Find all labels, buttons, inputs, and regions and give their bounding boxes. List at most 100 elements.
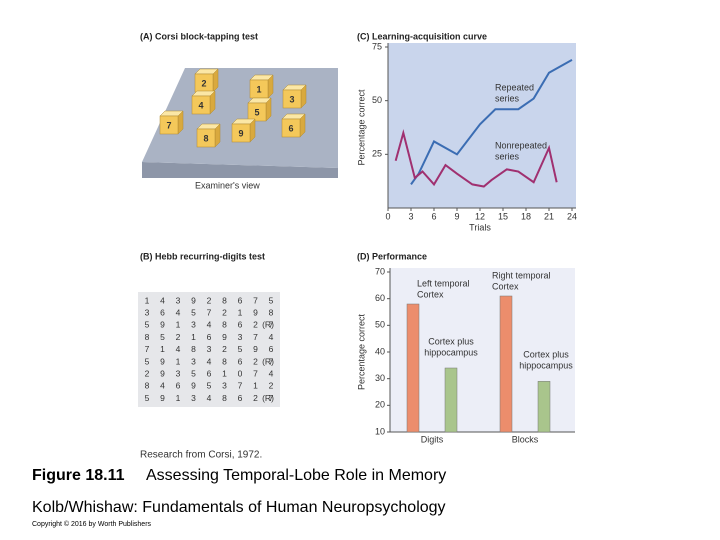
digit: 2 (253, 356, 258, 366)
digit: 3 (191, 356, 196, 366)
digit: 6 (238, 356, 243, 366)
series-label: Repeated (495, 82, 534, 92)
digit: 1 (191, 332, 196, 342)
digit: 9 (253, 307, 258, 317)
digit: 6 (176, 381, 181, 391)
digit: (R) (262, 356, 274, 366)
x-tick-label: 15 (498, 211, 508, 221)
digit: (R) (262, 393, 274, 403)
digit: 2 (207, 295, 212, 305)
digit: 9 (191, 295, 196, 305)
digit: 2 (253, 393, 258, 403)
digit: 5 (191, 307, 196, 317)
y-tick-label: 75 (372, 41, 382, 51)
line (394, 128, 558, 188)
digit: 5 (145, 320, 150, 330)
digit: 6 (238, 295, 243, 305)
bar-label: Cortex plus (523, 350, 569, 360)
bar (499, 295, 513, 433)
digit: 4 (269, 332, 274, 342)
digit: 2 (222, 307, 227, 317)
digit: 8 (222, 295, 227, 305)
panel-title: (B) Hebb recurring-digits test (140, 251, 265, 261)
digit: 3 (238, 332, 243, 342)
digit: 9 (160, 320, 165, 330)
digit: 6 (160, 307, 165, 317)
digit: 8 (222, 356, 227, 366)
digit: 1 (160, 344, 165, 354)
digit: 8 (222, 393, 227, 403)
block-label: 2 (201, 78, 206, 88)
digit: 9 (222, 332, 227, 342)
digit: 5 (160, 332, 165, 342)
digit: 4 (207, 356, 212, 366)
y-tick-label: 20 (375, 400, 385, 410)
digit: 3 (222, 381, 227, 391)
digit: 7 (269, 356, 274, 366)
block-label: 1 (256, 84, 261, 94)
block-label: 6 (288, 123, 293, 133)
x-tick-label: 12 (475, 211, 485, 221)
digit: 7 (253, 332, 258, 342)
x-tick-label: 21 (544, 211, 554, 221)
digit: 2 (253, 320, 258, 330)
y-tick-label: 50 (375, 320, 385, 330)
digit: 6 (207, 368, 212, 378)
digit: 6 (238, 320, 243, 330)
digit: 7 (253, 368, 258, 378)
digit: 2 (269, 381, 274, 391)
bar-label: Cortex (417, 289, 444, 299)
bar-label: hippocampus (424, 347, 478, 357)
y-tick-label: 40 (375, 346, 385, 356)
series-label: Nonrepeated (495, 140, 547, 150)
block-label: 4 (198, 100, 203, 110)
digit: 3 (191, 320, 196, 330)
block-label: 7 (166, 120, 171, 130)
bar-label: Left temporal (417, 278, 470, 288)
series-label: series (495, 93, 520, 103)
digit: 8 (145, 381, 150, 391)
digit: 3 (176, 295, 181, 305)
digit: 3 (207, 344, 212, 354)
digit: 7 (145, 344, 150, 354)
block (159, 115, 179, 135)
digit: 6 (207, 332, 212, 342)
digit: 1 (238, 307, 243, 317)
panel-title: (A) Corsi block-tapping test (140, 31, 258, 41)
digit: 4 (207, 393, 212, 403)
series-label: series (495, 151, 520, 161)
digit: 4 (207, 320, 212, 330)
y-axis-label: Percentage correct (356, 313, 366, 390)
bar-label: hippocampus (519, 361, 573, 371)
x-axis-label: Trials (469, 222, 491, 232)
digit: 1 (176, 356, 181, 366)
digit: 5 (191, 368, 196, 378)
y-tick-label: 50 (372, 95, 382, 105)
digit: 5 (269, 295, 274, 305)
digit: 6 (269, 344, 274, 354)
x-tick-label: 6 (431, 211, 436, 221)
block (247, 102, 267, 122)
digit: 7 (207, 307, 212, 317)
digit: 5 (207, 381, 212, 391)
digit: 5 (145, 356, 150, 366)
digit: 9 (160, 393, 165, 403)
x-tick-label: 9 (454, 211, 459, 221)
y-tick-label: 25 (372, 149, 382, 159)
bar-label: Cortex plus (428, 336, 474, 346)
block (282, 89, 302, 109)
panel-title: (C) Learning-acquisition curve (357, 31, 487, 41)
bar-label: Cortex (492, 281, 519, 291)
digit: 9 (191, 381, 196, 391)
y-axis-label: Percentage correct (356, 89, 366, 166)
digit: 1 (176, 393, 181, 403)
digit: 7 (269, 393, 274, 403)
digit: 8 (191, 344, 196, 354)
digit: 7 (253, 295, 258, 305)
digit: 3 (176, 368, 181, 378)
digit: 7 (238, 381, 243, 391)
block-label: 8 (203, 133, 208, 143)
digit: 1 (176, 320, 181, 330)
digit: 5 (145, 393, 150, 403)
x-tick-label: 24 (567, 211, 577, 221)
